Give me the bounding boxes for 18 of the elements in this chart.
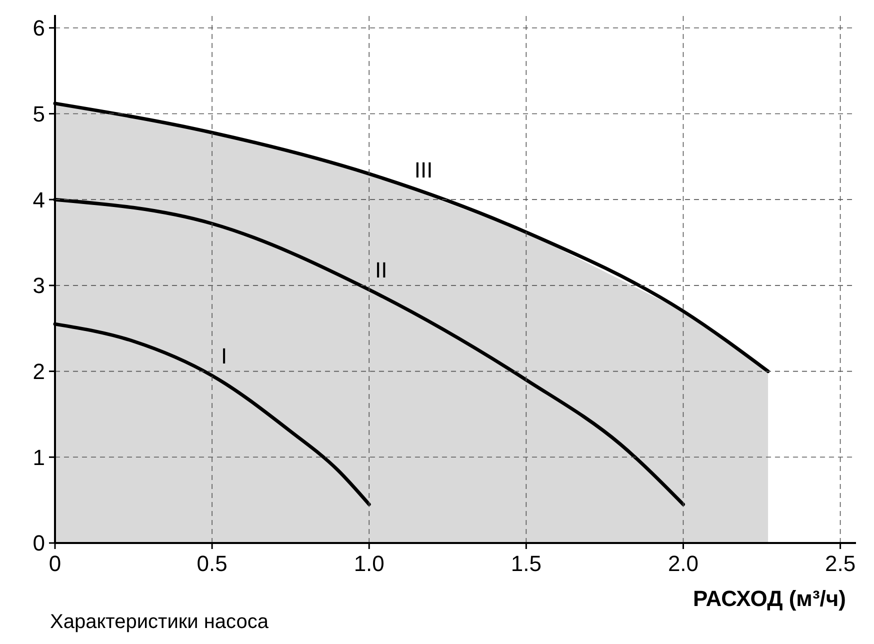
x-tick-label: 2.5 (824, 551, 856, 576)
x-tick-label: 0.5 (196, 551, 228, 576)
text: Характеристики насоса (50, 611, 270, 633)
y-tick-label: 5 (32, 101, 45, 126)
series-label: III (414, 158, 433, 183)
x-tick-label: 1.5 (510, 551, 542, 576)
y-tick-label: 6 (32, 16, 45, 41)
x-tick-label: 2.0 (668, 551, 699, 576)
x-tick-label: 1.0 (354, 551, 384, 576)
series-label: I (220, 344, 228, 369)
x-tick-label: 0 (48, 551, 62, 576)
y-tick-label: 2 (32, 358, 45, 384)
series-label: II (375, 258, 388, 283)
y-tick-label: 0 (32, 530, 45, 556)
x-axis-title: РАСХОД (м³/ч) (693, 586, 846, 611)
y-tick-label: 3 (32, 273, 45, 298)
y-tick-label: 1 (32, 444, 45, 470)
y-tick-label: 4 (32, 187, 45, 212)
